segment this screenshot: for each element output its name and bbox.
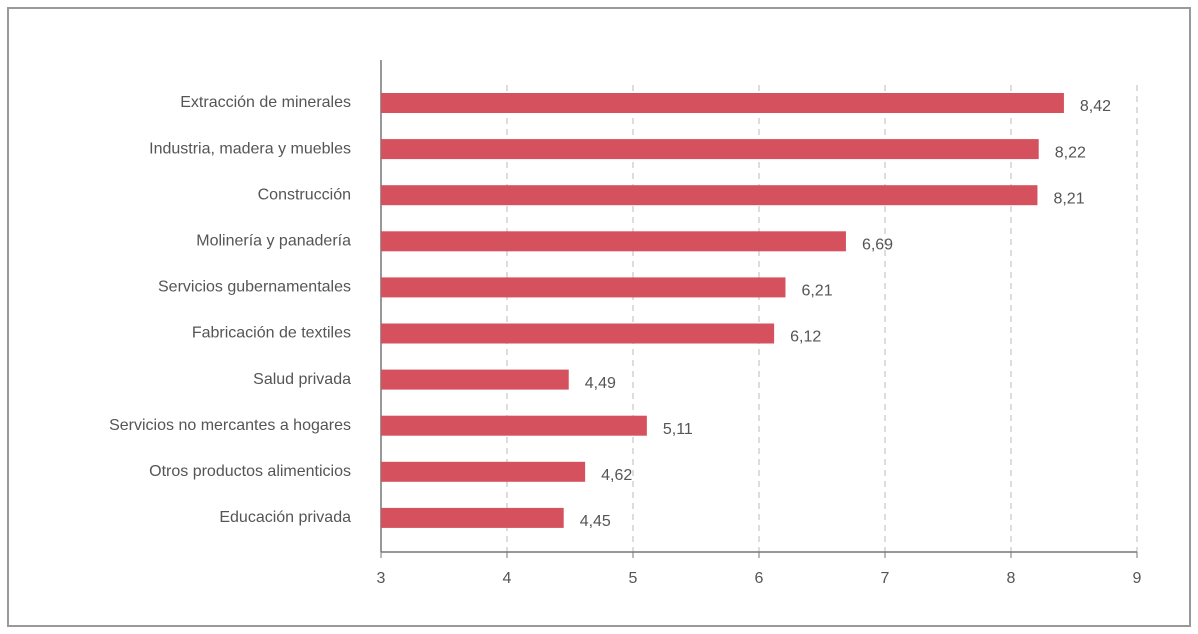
category-label: Otros productos alimenticios (149, 463, 351, 480)
category-label: Construcción (258, 186, 351, 203)
value-label: 4,62 (601, 467, 632, 484)
value-label: 6,69 (862, 237, 893, 254)
bar (381, 277, 786, 298)
category-label: Salud privada (253, 371, 351, 388)
x-tick-label: 6 (755, 570, 764, 587)
x-tick-label: 7 (881, 570, 890, 587)
x-tick-label: 3 (377, 570, 386, 587)
value-label: 8,42 (1080, 98, 1111, 115)
x-tick-label: 4 (503, 570, 512, 587)
value-label: 6,21 (801, 283, 832, 300)
x-tick-label: 9 (1133, 570, 1142, 587)
bar (381, 139, 1039, 160)
x-tick-label: 5 (629, 570, 638, 587)
category-label: Servicios gubernamentales (158, 279, 351, 296)
bar (381, 231, 846, 252)
value-label: 4,49 (585, 375, 616, 392)
value-label: 5,11 (663, 421, 693, 438)
bar (381, 461, 586, 482)
bar (381, 369, 569, 390)
bar (381, 185, 1038, 206)
value-label: 4,45 (580, 513, 611, 530)
value-label: 6,12 (790, 329, 821, 346)
frame (7, 7, 1191, 627)
value-label: 8,21 (1053, 190, 1084, 207)
category-label: Fabricación de textiles (192, 325, 351, 342)
category-label: Servicios no mercantes a hogares (109, 417, 351, 434)
category-label: Molinería y panadería (196, 233, 351, 250)
category-label: Industria, madera y muebles (149, 140, 351, 157)
category-label: Educación privada (219, 509, 351, 526)
category-label: Extracción de minerales (180, 94, 351, 111)
value-label: 8,22 (1055, 144, 1086, 161)
x-tick-label: 8 (1007, 570, 1016, 587)
bar (381, 507, 564, 528)
bar (381, 323, 775, 344)
bar (381, 415, 647, 436)
bar (381, 93, 1064, 113)
